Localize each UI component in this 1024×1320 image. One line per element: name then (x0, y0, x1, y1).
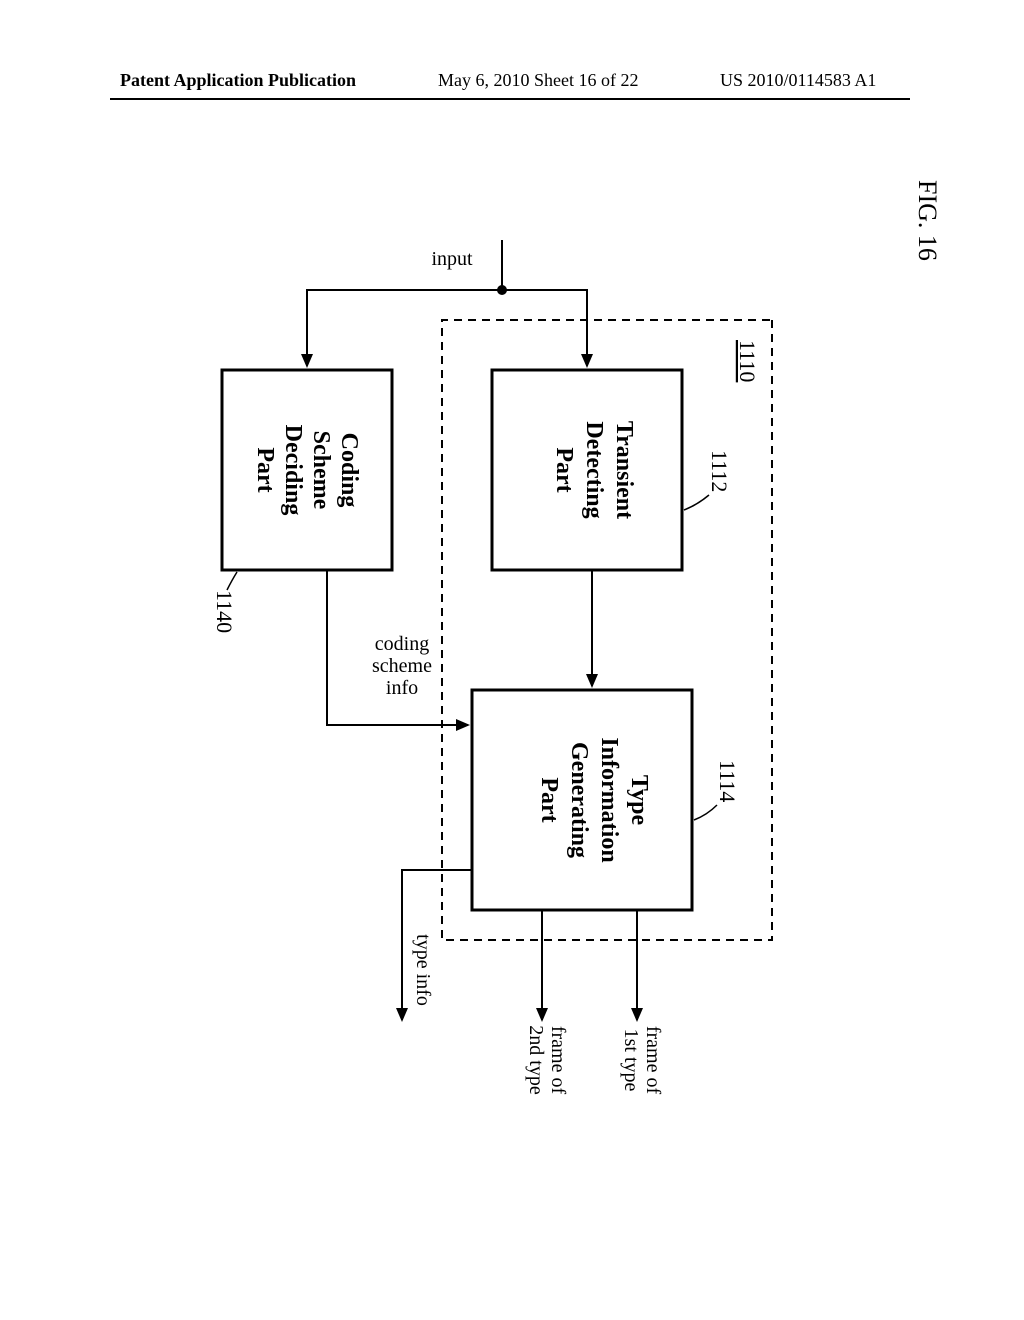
label-csi-1: coding (375, 633, 429, 655)
page: Patent Application Publication May 6, 20… (0, 0, 1024, 1320)
label-typeinfo: type info (412, 934, 434, 1006)
label-csi-2: scheme (372, 655, 432, 677)
block-diagram: 1110 Transient Detecting Part 1112 Type … (192, 220, 832, 1100)
label-csi-3: info (386, 677, 418, 699)
header-right: US 2010/0114583 A1 (720, 70, 876, 91)
block-typeinfo-line2: Information (596, 737, 622, 862)
ref-1112: 1112 (707, 450, 732, 492)
arrow-input-to-transient (502, 290, 587, 366)
label-frame1-a: frame of (642, 1026, 664, 1095)
page-header: Patent Application Publication May 6, 20… (0, 70, 1024, 100)
block-transient-line2: Detecting (581, 421, 607, 518)
label-frame2-a: frame of (547, 1026, 569, 1095)
diagram-container: FIG. 16 1110 Transient Detecting Part 11… (192, 220, 832, 1100)
block-coding-line2: Scheme (308, 431, 334, 510)
block-typeinfo-line4: Part (536, 777, 562, 822)
label-frame1-b: 1st type (620, 1029, 642, 1092)
ref-1114: 1114 (715, 760, 740, 802)
block-coding-line1: Coding (336, 433, 362, 508)
header-left: Patent Application Publication (120, 70, 356, 91)
block-coding (222, 370, 392, 570)
figure-label: FIG. 16 (912, 180, 942, 261)
block-coding-line4: Part (252, 447, 278, 492)
leader-1114 (694, 805, 717, 820)
block-transient-line1: Transient (611, 421, 637, 519)
header-center: May 6, 2010 Sheet 16 of 22 (438, 70, 638, 91)
leader-1112 (684, 495, 709, 510)
block-typeinfo-line1: Type (626, 775, 652, 826)
leader-1140 (227, 572, 237, 590)
block-typeinfo-line3: Generating (566, 742, 592, 858)
header-rule (110, 98, 910, 100)
block-transient-line3: Part (551, 447, 577, 492)
arrow-input-to-coding (307, 290, 502, 366)
block-coding-line3: Deciding (280, 425, 306, 516)
ref-1140: 1140 (212, 590, 237, 633)
ref-1110: 1110 (735, 340, 760, 382)
label-input: input (431, 248, 473, 270)
label-frame2-b: 2nd type (525, 1025, 547, 1095)
